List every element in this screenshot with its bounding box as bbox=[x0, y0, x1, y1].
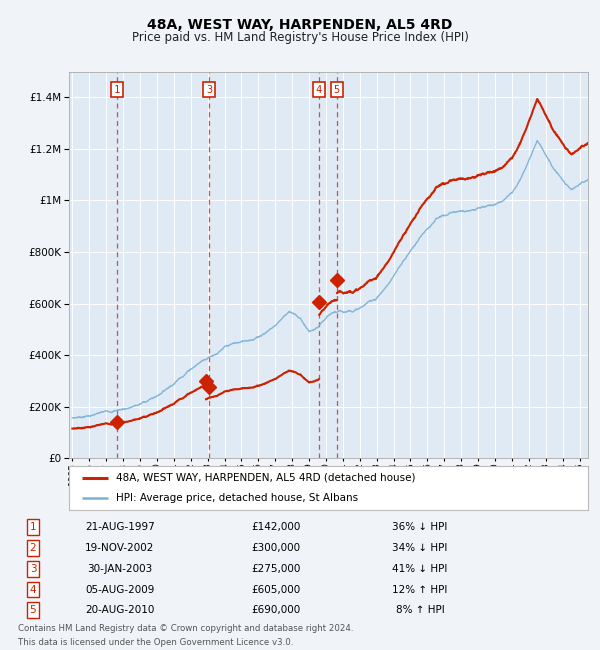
Text: Price paid vs. HM Land Registry's House Price Index (HPI): Price paid vs. HM Land Registry's House … bbox=[131, 31, 469, 44]
Text: 48A, WEST WAY, HARPENDEN, AL5 4RD (detached house): 48A, WEST WAY, HARPENDEN, AL5 4RD (detac… bbox=[116, 473, 415, 483]
Text: £605,000: £605,000 bbox=[251, 584, 301, 595]
Text: 2: 2 bbox=[29, 543, 37, 553]
Text: 21-AUG-1997: 21-AUG-1997 bbox=[85, 522, 155, 532]
Text: 5: 5 bbox=[29, 605, 37, 616]
Text: £300,000: £300,000 bbox=[251, 543, 301, 553]
Text: 48A, WEST WAY, HARPENDEN, AL5 4RD: 48A, WEST WAY, HARPENDEN, AL5 4RD bbox=[148, 18, 452, 32]
Text: 1: 1 bbox=[114, 84, 120, 94]
Text: 05-AUG-2009: 05-AUG-2009 bbox=[85, 584, 155, 595]
Text: 36% ↓ HPI: 36% ↓ HPI bbox=[392, 522, 448, 532]
Text: 34% ↓ HPI: 34% ↓ HPI bbox=[392, 543, 448, 553]
Text: HPI: Average price, detached house, St Albans: HPI: Average price, detached house, St A… bbox=[116, 493, 358, 503]
Text: 12% ↑ HPI: 12% ↑ HPI bbox=[392, 584, 448, 595]
Text: £142,000: £142,000 bbox=[251, 522, 301, 532]
Text: 41% ↓ HPI: 41% ↓ HPI bbox=[392, 564, 448, 574]
Text: 4: 4 bbox=[316, 84, 322, 94]
Text: 19-NOV-2002: 19-NOV-2002 bbox=[85, 543, 155, 553]
Text: £275,000: £275,000 bbox=[251, 564, 301, 574]
Text: 4: 4 bbox=[29, 584, 37, 595]
Text: 1: 1 bbox=[29, 522, 37, 532]
Text: 3: 3 bbox=[29, 564, 37, 574]
Text: 20-AUG-2010: 20-AUG-2010 bbox=[85, 605, 155, 616]
Text: 8% ↑ HPI: 8% ↑ HPI bbox=[395, 605, 445, 616]
Text: 30-JAN-2003: 30-JAN-2003 bbox=[88, 564, 152, 574]
Text: £690,000: £690,000 bbox=[251, 605, 301, 616]
Text: This data is licensed under the Open Government Licence v3.0.: This data is licensed under the Open Gov… bbox=[18, 638, 293, 647]
Text: 5: 5 bbox=[334, 84, 340, 94]
Text: Contains HM Land Registry data © Crown copyright and database right 2024.: Contains HM Land Registry data © Crown c… bbox=[18, 624, 353, 633]
Text: 3: 3 bbox=[206, 84, 212, 94]
